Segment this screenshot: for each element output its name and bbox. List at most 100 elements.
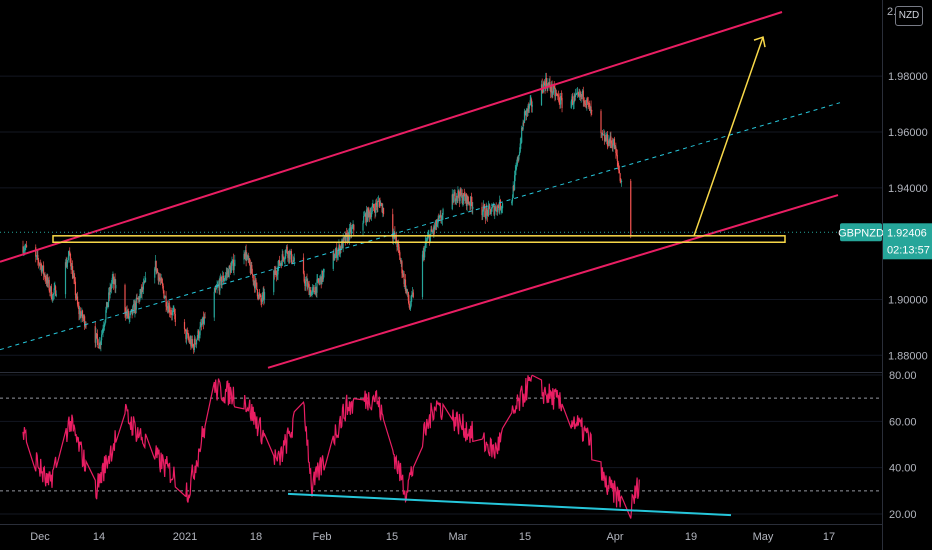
candle-body <box>553 85 555 88</box>
candle-body <box>319 276 322 280</box>
candle-body <box>602 134 604 136</box>
candle-body <box>570 101 572 109</box>
candle-body <box>127 311 129 315</box>
candle-body <box>469 203 471 207</box>
candle-body <box>620 180 622 183</box>
candle-body <box>380 203 382 207</box>
candle-body <box>376 204 378 207</box>
candle-body <box>224 275 227 279</box>
candle-body <box>64 262 67 295</box>
candle-body <box>397 242 400 247</box>
candle-body <box>127 311 130 319</box>
candle-body <box>492 205 494 206</box>
candle-body <box>131 309 133 315</box>
candle-body <box>286 246 288 253</box>
candle-body <box>409 304 411 310</box>
candle-body <box>496 205 499 212</box>
candle-body <box>365 214 367 223</box>
candle-body <box>76 296 78 298</box>
candle-body <box>465 194 467 201</box>
candle-body <box>410 296 412 306</box>
candle-body <box>38 263 40 265</box>
candle-body <box>302 257 305 274</box>
candle-body <box>438 215 441 218</box>
candle-body <box>95 333 97 343</box>
candle-body <box>583 100 585 102</box>
candle-body <box>129 313 131 318</box>
candle-body <box>203 316 205 324</box>
candle-body <box>492 205 494 208</box>
time-tick-label: 19 <box>685 531 697 543</box>
candle-body <box>193 338 196 350</box>
candle-body <box>140 289 142 294</box>
candle-body <box>195 339 198 345</box>
candle-body <box>37 255 39 261</box>
candle-body <box>258 293 260 299</box>
candle-body <box>305 280 307 286</box>
candle-body <box>245 250 247 261</box>
candle-body <box>612 144 614 148</box>
candle-body <box>481 206 483 216</box>
candle-body <box>195 343 197 345</box>
candle-body <box>468 203 470 205</box>
candle-body <box>246 255 249 257</box>
candle-body <box>279 263 281 266</box>
candle-body <box>396 242 398 247</box>
candle-body <box>321 270 323 285</box>
candle-body <box>491 207 493 212</box>
rsi-trendline[interactable] <box>287 492 732 517</box>
candle-body <box>188 337 190 340</box>
candle-body <box>169 312 171 314</box>
candle-body <box>256 289 259 297</box>
time-tick-label: 15 <box>519 531 531 543</box>
projection-arrow-line[interactable] <box>693 36 764 237</box>
candle-body <box>366 209 368 221</box>
candle-body <box>273 270 276 275</box>
price-tags: GBPNZD 1.92406 02:13:57 <box>838 223 932 260</box>
candle-body <box>334 258 336 261</box>
candle-body <box>542 90 544 93</box>
candle-body <box>50 286 52 299</box>
candle-body <box>125 310 128 316</box>
candle-body <box>486 208 488 211</box>
candle-body <box>135 297 137 310</box>
candle-body <box>489 209 492 215</box>
candle-body <box>395 235 397 243</box>
candle-body <box>608 139 610 146</box>
candle-body <box>273 270 275 293</box>
currency-badge[interactable]: NZD <box>895 6 923 26</box>
candle-body <box>525 110 527 116</box>
candle-body <box>436 220 438 227</box>
candle-body <box>74 281 77 296</box>
candle-body <box>467 201 470 204</box>
candle-body <box>196 337 198 340</box>
candle-body <box>69 253 72 263</box>
candle-body <box>404 279 406 285</box>
rsi-tick-label: 40.00 <box>889 463 917 475</box>
support-zone-box[interactable] <box>52 235 786 243</box>
candle-body <box>338 245 340 251</box>
candle-body <box>155 260 157 272</box>
candle-body <box>39 264 41 265</box>
channel-midline[interactable] <box>0 102 841 351</box>
candle-body <box>280 262 282 264</box>
channel-lower-line[interactable] <box>267 194 839 369</box>
candle-body <box>287 252 289 258</box>
candle-body <box>170 312 172 314</box>
candle-body <box>618 170 621 174</box>
candle-body <box>347 232 349 242</box>
candle-body <box>214 288 216 292</box>
rsi-layer <box>0 374 882 519</box>
candle-body <box>493 205 495 215</box>
candle-body <box>404 279 407 291</box>
candle-body <box>104 319 106 324</box>
candle-body <box>398 246 400 253</box>
candle-body <box>526 109 528 116</box>
time-tick-label: Mar <box>449 531 468 543</box>
candle-body <box>232 259 234 263</box>
candle-body <box>142 287 144 290</box>
candle-body <box>547 82 550 85</box>
candle-body <box>615 152 618 155</box>
channel-upper-line[interactable] <box>0 11 783 263</box>
